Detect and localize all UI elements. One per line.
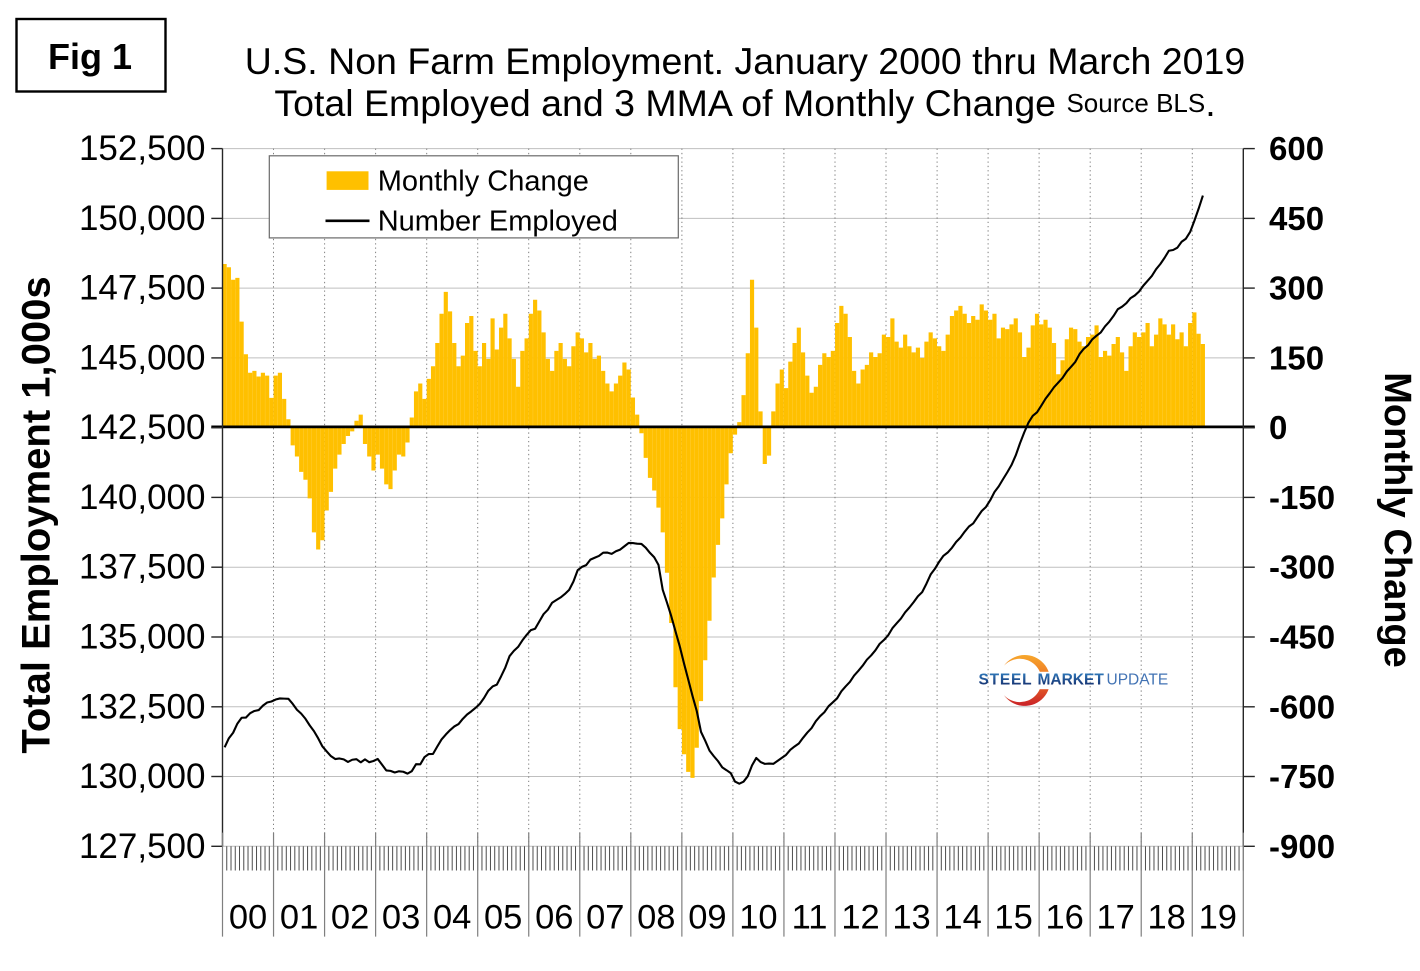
svg-text:450: 450 bbox=[1269, 200, 1324, 237]
svg-text:300: 300 bbox=[1269, 270, 1324, 307]
svg-text:Monthly Change: Monthly Change bbox=[1376, 372, 1418, 668]
svg-text:152,500: 152,500 bbox=[79, 129, 206, 168]
svg-text:-900: -900 bbox=[1269, 828, 1335, 865]
svg-text:-750: -750 bbox=[1269, 758, 1335, 795]
svg-text:137,500: 137,500 bbox=[79, 548, 206, 587]
svg-text:15: 15 bbox=[994, 899, 1032, 937]
svg-text:0: 0 bbox=[1269, 409, 1287, 446]
svg-text:14: 14 bbox=[943, 899, 981, 937]
svg-text:10: 10 bbox=[739, 899, 777, 937]
svg-text:16: 16 bbox=[1046, 899, 1084, 937]
svg-text:-150: -150 bbox=[1269, 479, 1335, 516]
svg-text:150,000: 150,000 bbox=[79, 199, 206, 238]
svg-text:150: 150 bbox=[1269, 339, 1324, 376]
svg-text:130,000: 130,000 bbox=[79, 757, 206, 796]
svg-text:12: 12 bbox=[841, 899, 879, 937]
svg-text:-450: -450 bbox=[1269, 619, 1335, 656]
svg-text:07: 07 bbox=[586, 899, 624, 937]
svg-text:05: 05 bbox=[484, 899, 522, 937]
svg-text:127,500: 127,500 bbox=[79, 827, 206, 866]
svg-text:-300: -300 bbox=[1269, 549, 1335, 586]
svg-text:11: 11 bbox=[792, 899, 828, 937]
svg-text:145,000: 145,000 bbox=[79, 338, 206, 377]
svg-text:17: 17 bbox=[1097, 899, 1135, 937]
svg-text:MARKET: MARKET bbox=[1038, 671, 1105, 688]
svg-text:03: 03 bbox=[382, 899, 420, 937]
svg-text:Total Employment 1,000s: Total Employment 1,000s bbox=[15, 276, 59, 753]
svg-text:135,000: 135,000 bbox=[79, 618, 206, 657]
svg-text:00: 00 bbox=[229, 899, 267, 937]
svg-text:147,500: 147,500 bbox=[79, 269, 206, 308]
svg-text:09: 09 bbox=[688, 899, 726, 937]
svg-text:13: 13 bbox=[892, 899, 930, 937]
svg-text:02: 02 bbox=[331, 899, 369, 937]
svg-text:U.S. Non Farm Employment. Janu: U.S. Non Farm Employment. January 2000 t… bbox=[245, 40, 1245, 82]
svg-text:142,500: 142,500 bbox=[79, 408, 206, 447]
svg-text:STEEL: STEEL bbox=[979, 671, 1033, 688]
svg-text:Fig 1: Fig 1 bbox=[48, 36, 132, 77]
svg-text:132,500: 132,500 bbox=[79, 687, 206, 726]
svg-text:18: 18 bbox=[1148, 899, 1186, 937]
svg-text:19: 19 bbox=[1199, 899, 1237, 937]
svg-text:600: 600 bbox=[1269, 130, 1324, 167]
svg-text:06: 06 bbox=[535, 899, 573, 937]
svg-text:01: 01 bbox=[280, 899, 318, 937]
svg-text:Number Employed: Number Employed bbox=[378, 206, 618, 238]
svg-text:04: 04 bbox=[433, 899, 471, 937]
svg-text:Total Employed and 3 MMA of Mo: Total Employed and 3 MMA of Monthly Chan… bbox=[274, 82, 1215, 124]
svg-text:Monthly Change: Monthly Change bbox=[378, 166, 589, 198]
svg-text:08: 08 bbox=[637, 899, 675, 937]
svg-text:UPDATE: UPDATE bbox=[1107, 671, 1169, 688]
svg-text:140,000: 140,000 bbox=[79, 478, 206, 517]
svg-text:-600: -600 bbox=[1269, 688, 1335, 725]
